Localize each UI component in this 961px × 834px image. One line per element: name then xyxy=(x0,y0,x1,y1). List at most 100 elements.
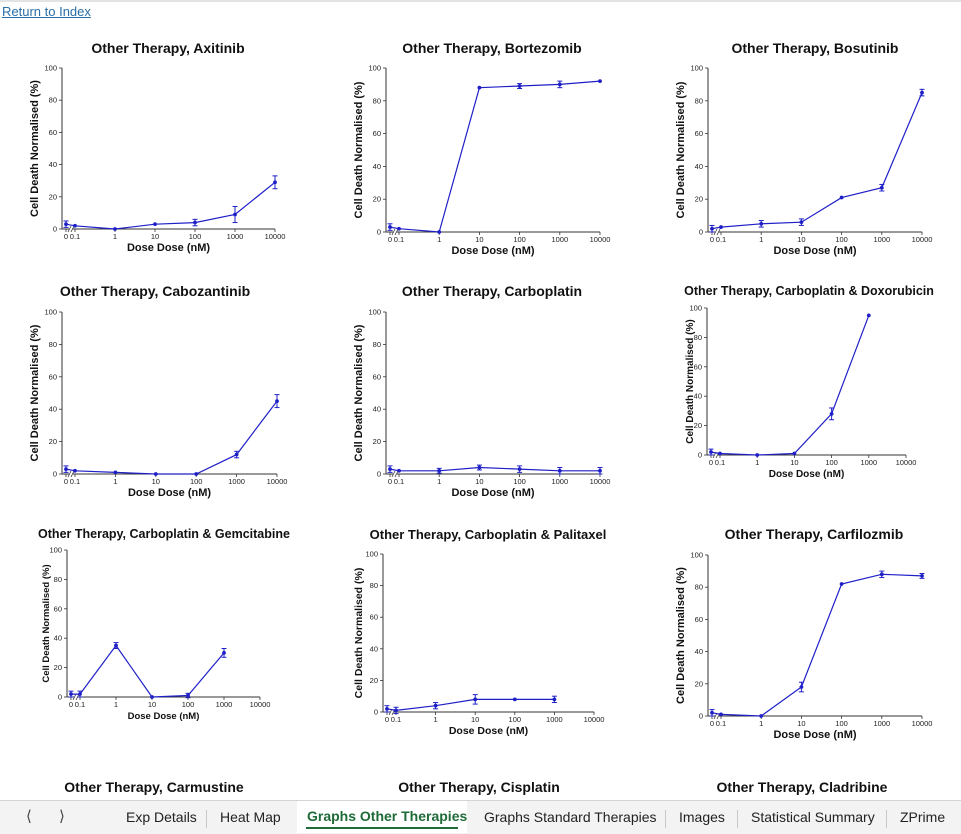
axis-break-mark xyxy=(70,225,75,233)
y-tick-label: 60 xyxy=(49,128,57,137)
y-tick-label: 40 xyxy=(54,634,62,643)
chart-title: Other Therapy, Carmustine xyxy=(64,779,244,795)
chart-10: Other Therapy, Carmustine xyxy=(64,779,244,795)
x-tick-label: 0.1 xyxy=(391,715,401,724)
chevron-right-icon[interactable]: ⟩ xyxy=(59,808,65,825)
x-tick-label: 100 xyxy=(825,458,838,467)
chart-title: Other Therapy, Carfilozmib xyxy=(725,526,904,542)
y-tick-label: 20 xyxy=(373,195,381,204)
data-point xyxy=(517,467,522,472)
data-point xyxy=(275,399,279,403)
data-point xyxy=(598,468,602,473)
tab-graphs-other-therapies[interactable]: Graphs Other Therapies xyxy=(307,808,468,824)
y-tick-label: 40 xyxy=(694,392,702,401)
data-point xyxy=(388,225,392,229)
y-tick-label: 20 xyxy=(373,437,381,446)
data-point xyxy=(920,90,924,95)
data-point xyxy=(113,470,118,475)
tab-graphs-standard-therapies[interactable]: Graphs Standard Therapies xyxy=(484,809,657,825)
data-point xyxy=(517,84,522,88)
y-tick-label: 20 xyxy=(49,437,57,446)
x-tick-label: 10000 xyxy=(265,232,286,241)
x-tick-label: 1000 xyxy=(546,715,563,724)
y-axis-title: Cell Death Normalised (%) xyxy=(685,319,696,443)
x-tick-label: 1 xyxy=(759,235,763,244)
data-point xyxy=(557,468,562,473)
chart-title: Other Therapy, Cabozantinib xyxy=(60,283,250,299)
x-tick-label: 10 xyxy=(797,235,805,244)
y-tick-label: 40 xyxy=(49,405,57,414)
y-tick-label: 60 xyxy=(695,615,703,624)
y-axis-title: Cell Death Normalised (%) xyxy=(675,81,687,218)
y-tick-label: 0 xyxy=(377,470,381,479)
x-tick-label: 0 xyxy=(388,477,392,486)
data-point xyxy=(388,467,392,472)
data-point xyxy=(552,697,557,702)
x-tick-label: 10 xyxy=(471,715,479,724)
data-point xyxy=(64,467,68,472)
x-tick-label: 100 xyxy=(509,715,522,724)
x-axis-title: Dose Dose (nM) xyxy=(451,487,534,499)
tab-zprime[interactable]: ZPrime xyxy=(900,809,946,825)
x-tick-label: 1 xyxy=(434,715,438,724)
y-tick-label: 80 xyxy=(370,581,378,590)
chart-6: Other Therapy, Carboplatin & Doxorubicin… xyxy=(684,284,934,480)
x-tick-label: 10000 xyxy=(267,477,288,486)
chevron-left-icon[interactable]: ⟨ xyxy=(26,808,32,825)
data-point xyxy=(829,411,834,416)
x-axis-title: Dose Dose (nM) xyxy=(449,725,528,737)
y-axis-title: Cell Death Normalised (%) xyxy=(675,567,687,704)
y-axis-title: Cell Death Normalised (%) xyxy=(353,324,365,461)
data-point xyxy=(920,574,924,578)
x-tick-label: 0.1 xyxy=(394,235,404,244)
data-point xyxy=(397,226,401,231)
y-tick-label: 20 xyxy=(695,679,703,688)
tab-statistical-summary[interactable]: Statistical Summary xyxy=(751,809,875,825)
tab-images[interactable]: Images xyxy=(679,809,725,825)
top-border xyxy=(0,0,961,2)
y-tick-label: 20 xyxy=(694,421,702,430)
y-tick-label: 60 xyxy=(49,372,57,381)
data-point xyxy=(153,472,158,476)
chart-title: Other Therapy, Axitinib xyxy=(91,40,244,56)
y-tick-label: 0 xyxy=(374,708,378,717)
x-tick-label: 0.1 xyxy=(394,477,404,486)
x-tick-label: 1 xyxy=(113,477,117,486)
chart-title: Other Therapy, Carboplatin & Doxorubicin xyxy=(684,284,934,298)
return-to-index-link[interactable]: Return to Index xyxy=(2,4,91,19)
y-axis-title: Cell Death Normalised (%) xyxy=(29,80,41,217)
y-axis-title: Cell Death Normalised (%) xyxy=(41,564,52,682)
y-tick-label: 0 xyxy=(53,225,57,234)
x-tick-label: 1 xyxy=(437,235,441,244)
x-tick-label: 0.1 xyxy=(70,477,80,486)
tab-heat-map[interactable]: Heat Map xyxy=(220,809,281,825)
series-line xyxy=(710,315,870,456)
data-point xyxy=(273,180,277,185)
y-tick-label: 100 xyxy=(365,550,378,559)
data-point xyxy=(193,220,197,225)
x-tick-label: 1 xyxy=(437,477,441,486)
x-tick-label: 10000 xyxy=(584,715,605,724)
x-tick-label: 1000 xyxy=(860,458,877,467)
data-point xyxy=(557,82,562,87)
x-tick-label: 100 xyxy=(190,477,203,486)
y-tick-label: 60 xyxy=(54,604,62,613)
x-tick-label: 10 xyxy=(151,232,159,241)
axis-break-mark xyxy=(70,470,75,478)
data-point xyxy=(73,468,77,473)
data-point xyxy=(233,212,237,217)
data-point xyxy=(222,651,226,655)
y-tick-label: 80 xyxy=(49,96,57,105)
chart-12: Other Therapy, Cladribine xyxy=(717,779,888,795)
axis-break-mark xyxy=(713,228,718,236)
x-tick-label: 10 xyxy=(475,477,483,486)
x-tick-label: 10 xyxy=(148,700,156,709)
chart-title: Other Therapy, Carboplatin & Palitaxel xyxy=(370,527,607,542)
x-tick-label: 10 xyxy=(475,235,483,244)
x-tick-label: 0 xyxy=(710,235,714,244)
axis-break-mark xyxy=(67,225,72,233)
tab-exp-details[interactable]: Exp Details xyxy=(126,809,197,825)
y-tick-label: 0 xyxy=(698,451,702,460)
